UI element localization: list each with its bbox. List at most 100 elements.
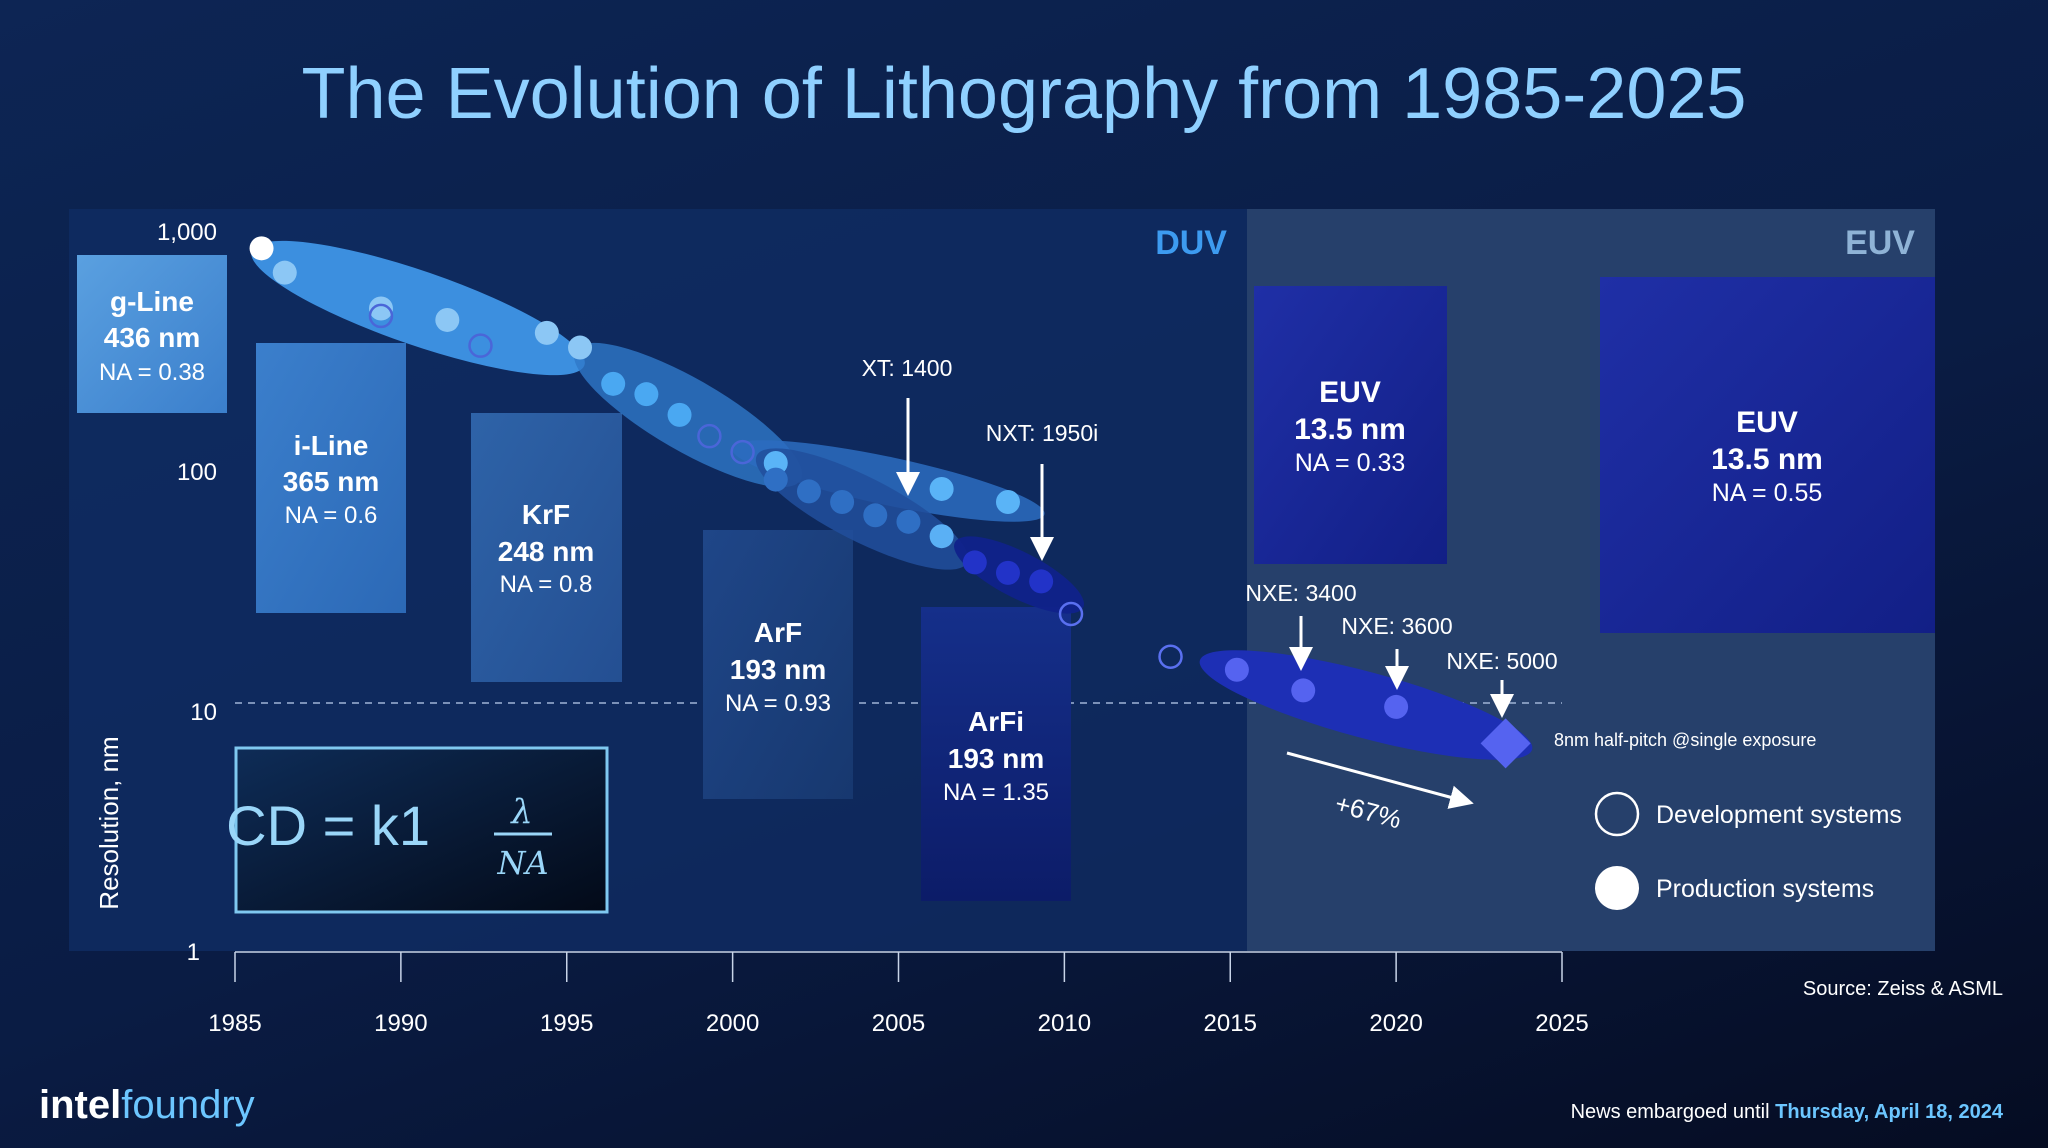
duv-label: DUV (1155, 224, 1227, 262)
svg-text:193 nm: 193 nm (730, 654, 827, 685)
production-point (995, 489, 1020, 514)
improvement-arrow (1286, 751, 1474, 809)
legend: Development systems Production systems (1594, 791, 1902, 910)
svg-text:NA = 0.8: NA = 0.8 (500, 571, 593, 598)
svg-text:ArF: ArF (754, 617, 802, 648)
svg-text:i-Line: i-Line (294, 430, 369, 461)
grouping-ellipse (755, 448, 969, 570)
x-tick-label: 1985 (208, 1010, 261, 1037)
production-point (763, 467, 788, 492)
svg-text:KrF: KrF (522, 499, 570, 530)
cd-formula: CD = k1 λ NA (226, 746, 609, 914)
production-point (249, 236, 274, 261)
svg-text:13.5 nm: 13.5 nm (1294, 413, 1406, 446)
svg-text:g-Line: g-Line (110, 286, 194, 317)
box-g-line: g-Line 436 nm NA = 0.38 (77, 255, 227, 413)
production-point (435, 307, 460, 332)
production-point (568, 335, 593, 360)
svg-text:365 nm: 365 nm (283, 466, 380, 497)
y-tick-label: 1 (187, 939, 200, 966)
data-points (249, 236, 1531, 769)
formula-lambda: λ (509, 792, 533, 832)
legend-development-icon (1594, 791, 1640, 837)
svg-text:436 nm: 436 nm (104, 322, 201, 353)
svg-text:intelfoundry: intelfoundry (39, 1083, 255, 1127)
annotation-nxe5000: NXE: 5000 (1446, 648, 1557, 674)
development-point (368, 303, 394, 329)
production-point (1291, 678, 1316, 703)
box-euv-033: EUV 13.5 nm NA = 0.33 (1254, 286, 1447, 564)
svg-text:NA = 0.33: NA = 0.33 (1295, 449, 1406, 477)
production-point (929, 476, 954, 501)
production-point (272, 260, 297, 285)
production-point (634, 382, 659, 407)
legend-production-icon (1595, 866, 1639, 910)
embargo-note: News embargoed until Thursday, April 18,… (1571, 1101, 2004, 1123)
annotation-xt1400: XT: 1400 (862, 355, 953, 381)
grouping-ellipse (1199, 650, 1533, 760)
box-arfi: ArFi 193 nm NA = 1.35 (921, 607, 1071, 901)
box-i-line: i-Line 365 nm NA = 0.6 (256, 343, 406, 613)
y-tick-label: 10 (190, 699, 217, 726)
svg-text:248 nm: 248 nm (498, 536, 595, 567)
production-point (368, 296, 393, 321)
svg-text:ArFi: ArFi (968, 706, 1024, 737)
production-point (962, 550, 987, 575)
annotation-nxe3400: NXE: 3400 (1245, 580, 1356, 606)
formula-lhs: CD = k1 (226, 794, 430, 857)
box-arf: ArF 193 nm NA = 0.93 (703, 530, 853, 799)
y-tick-label: 1,000 (157, 219, 217, 246)
production-point (863, 503, 888, 528)
svg-text:EUV: EUV (1736, 406, 1798, 439)
euv-label: EUV (1845, 224, 1915, 262)
box-euv-055: EUV 13.5 nm NA = 0.55 (1600, 277, 1935, 633)
production-point (896, 509, 921, 534)
x-tick-label: 2000 (706, 1010, 759, 1037)
production-point (667, 402, 692, 427)
x-tick-label: 2025 (1535, 1010, 1588, 1037)
milestone-diamond (1480, 718, 1531, 769)
legend-development-label: Development systems (1656, 801, 1902, 829)
box-krf: KrF 248 nm NA = 0.8 (471, 413, 622, 682)
svg-text:NA = 0.38: NA = 0.38 (99, 359, 205, 386)
svg-text:NA = 0.6: NA = 0.6 (285, 502, 378, 529)
svg-text:NA = 0.93: NA = 0.93 (725, 690, 831, 717)
intel-foundry-logo: intelfoundry (39, 1083, 255, 1127)
production-point (763, 451, 788, 476)
svg-text:193 nm: 193 nm (948, 743, 1045, 774)
development-point (1058, 601, 1084, 627)
x-tick-label: 2020 (1369, 1010, 1422, 1037)
production-point (995, 560, 1020, 585)
production-point (830, 489, 855, 514)
x-tick-label: 2010 (1038, 1010, 1091, 1037)
annotation-half-pitch: 8nm half-pitch @single exposure (1554, 730, 1816, 750)
x-tick-label: 2005 (872, 1010, 925, 1037)
svg-text:EUV: EUV (1319, 376, 1381, 409)
development-point (697, 423, 722, 449)
system-groupings (251, 240, 1533, 760)
production-point (796, 479, 821, 504)
annotation-nxe3600: NXE: 3600 (1341, 613, 1452, 639)
production-point (534, 320, 559, 345)
x-tick-label: 1990 (374, 1010, 427, 1037)
development-point (468, 333, 493, 358)
svg-text:NA = 1.35: NA = 1.35 (943, 779, 1049, 806)
source-note: Source: Zeiss & ASML (1803, 978, 2003, 1000)
page-title: The Evolution of Lithography from 1985-2… (302, 54, 1747, 134)
production-point (1224, 657, 1249, 682)
production-point (601, 371, 626, 396)
svg-text:NA = 0.55: NA = 0.55 (1712, 479, 1823, 507)
x-tick-label: 2015 (1204, 1010, 1257, 1037)
development-point (1158, 644, 1183, 669)
development-point (730, 439, 755, 465)
formula-na: NA (496, 844, 548, 882)
production-point (1384, 694, 1409, 719)
production-point (929, 524, 954, 549)
y-axis-label: Resolution, nm (94, 736, 124, 909)
svg-text:13.5 nm: 13.5 nm (1711, 443, 1823, 476)
grouping-ellipse (251, 240, 585, 376)
axes: 1985 1990 1995 2000 2005 2010 2015 2020 2025 1,00… (157, 219, 1589, 1037)
y-tick-label: 100 (177, 459, 217, 486)
x-tick-label: 1995 (540, 1010, 593, 1037)
